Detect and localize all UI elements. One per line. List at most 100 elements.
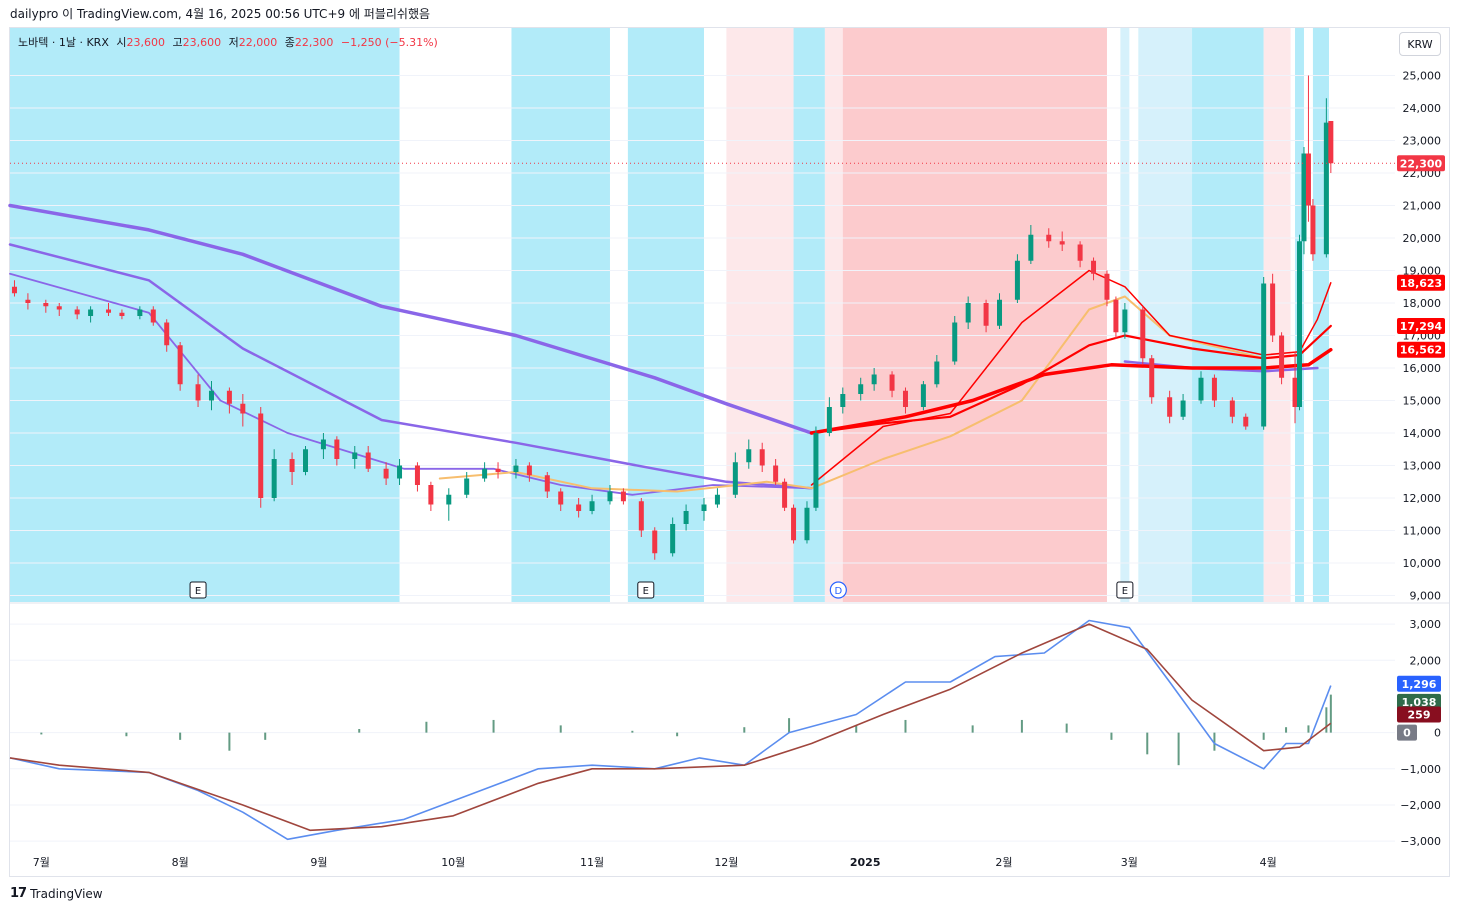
candle-body [638,501,644,531]
candle-body [1149,358,1155,398]
macd-histogram-bar [1213,732,1216,751]
candle-body [920,384,926,407]
overlay-line [810,269,1332,486]
candle-body [558,491,564,505]
macd-tick-label: 2,000 [1410,654,1442,667]
candle-body [652,530,658,554]
candle-body [258,413,264,498]
candle-body [934,361,940,385]
candles [11,75,1334,560]
candle-body [1059,241,1065,245]
macd-histogram-bar [743,727,746,733]
macd-histogram-bar [1329,694,1332,733]
time-tick-label: 4월 [1260,856,1277,869]
candle-body [759,449,765,466]
macd-histogram-bar [1285,727,1288,733]
candle-body [1167,397,1173,417]
candle-body [1261,283,1267,427]
candle-body [446,494,452,505]
time-tick-label: 2025 [850,856,881,869]
background-band [1192,28,1264,602]
background-band [511,28,610,602]
candle-body [1140,309,1146,359]
time-tick-label: 11월 [580,856,604,869]
macd-histogram-bar [1146,732,1149,755]
candle-body [320,439,326,450]
macd-tick-label: −2,000 [1400,799,1441,812]
tradingview-logo-icon: 17 [10,886,27,901]
overlay-line [809,347,1333,435]
macd-value-label: 1,296 [1402,678,1437,691]
macd-histogram-bar [492,719,495,733]
candle-body [1305,153,1311,206]
candle-body [106,309,112,313]
tradingview-logo[interactable]: 17 TradingView [10,886,103,901]
candle-body [589,501,595,511]
candle-body [25,299,31,303]
candle-body [1328,121,1334,164]
macd-histogram-bar [676,732,679,737]
price-value-label-bg [1397,274,1445,291]
candle-body [1310,205,1316,255]
macd-histogram-bar [1325,707,1328,733]
open-label: 시 [116,36,127,49]
candle-body [804,507,810,541]
price-tick-label: 12,000 [1403,492,1442,505]
candle-body [1270,283,1276,336]
candle-body [271,459,277,498]
macd-pane [9,619,1332,841]
macd-histogram-bar [904,719,907,733]
candle-body [544,475,550,492]
candle-body [773,465,779,482]
time-tick-label: 8월 [172,856,189,869]
candle-body [1243,416,1249,427]
symbol-title[interactable]: 노바텍 · 1날 · KRX [18,36,109,49]
candle-body [889,374,895,391]
price-tick-label: 23,000 [1403,135,1442,148]
candle-body [952,322,958,362]
candle-body [826,407,832,433]
candle-body [289,459,295,472]
chart-frame[interactable] [9,27,1450,877]
candle-body [303,449,309,472]
candle-body [1028,234,1034,261]
candle-body [1301,153,1307,242]
candle-body [164,322,170,346]
candle-body [208,390,214,401]
background-band [824,28,843,602]
close-value: 22,300 [294,36,334,49]
time-tick-label: 7월 [33,856,50,869]
candle-body [464,478,470,495]
candle-body [902,390,908,407]
candle-body [56,306,62,310]
macd-tick-label: −1,000 [1400,763,1441,776]
candle-body [1292,377,1298,407]
macd-histogram-bar [264,732,267,740]
open-value: 23,600 [126,36,165,49]
earnings-marker [637,581,655,599]
candle-body [714,494,720,505]
price-tick-label: 10,000 [1403,557,1442,570]
earnings-marker [1116,581,1134,599]
price-tick-label: 13,000 [1403,460,1442,473]
time-tick-label: 10월 [441,856,465,869]
price-tick-label: 14,000 [1403,427,1442,440]
candle-body [576,504,582,511]
candle-body [1180,400,1186,417]
signal-line [9,623,1332,832]
candle-body [1122,309,1128,333]
price-tick-label: 19,000 [1403,265,1442,278]
macd-histogram-bar [1110,732,1113,740]
overlay-line [8,203,814,435]
candle-body [1091,260,1097,274]
earnings-marker [189,581,207,599]
candle-body [352,452,358,459]
candle-body [782,481,788,508]
price-value-label: 17,294 [1400,320,1443,333]
candle-body [11,286,17,294]
currency-button[interactable]: KRW [1399,32,1441,56]
low-value: 22,000 [238,36,278,49]
